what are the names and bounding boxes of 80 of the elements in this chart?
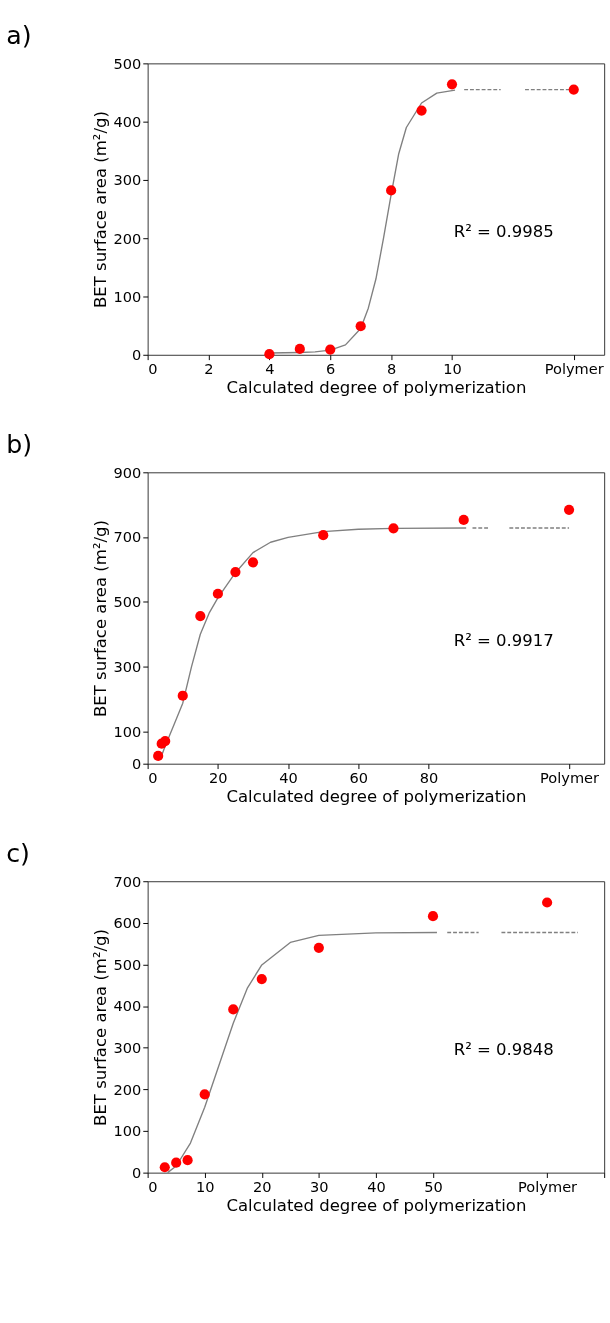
point (228, 1004, 239, 1015)
x-tick-label: 50 (424, 1177, 443, 1195)
y-tick-label: 0 (132, 1163, 142, 1181)
chart-title: c) (6, 838, 30, 868)
point (230, 566, 241, 578)
x-tick-label: 60 (349, 768, 369, 786)
y-axis-title: BET surface area (m²/g) (90, 111, 110, 309)
x-tick-label: 40 (367, 1177, 386, 1195)
point (160, 735, 171, 747)
y-tick-label: 600 (113, 914, 142, 932)
point (563, 504, 575, 515)
point (355, 321, 366, 332)
x-tick-label: 80 (419, 768, 439, 786)
y-tick-label: 200 (113, 1080, 142, 1098)
point (458, 514, 469, 525)
x-tick-label: 40 (279, 768, 298, 786)
x-tick-label: Polymer (518, 1177, 578, 1195)
y-tick-label: 100 (113, 287, 142, 305)
y-tick-label: 200 (113, 229, 142, 247)
x-tick-label: 10 (195, 1177, 215, 1195)
point (446, 79, 458, 90)
point (171, 1157, 182, 1168)
point (159, 1162, 170, 1173)
y-tick-label: 400 (113, 113, 142, 130)
x-tick-label: 20 (209, 768, 228, 786)
x-tick-label: 10 (443, 359, 462, 377)
x-tick-label: 30 (310, 1177, 329, 1195)
y-tick-label: 300 (113, 657, 142, 675)
y-tick-label: 900 (113, 463, 142, 481)
point (153, 750, 164, 762)
annotation: R² = 0.9917 (453, 631, 554, 651)
chart-title: a) (6, 20, 32, 50)
point (182, 1155, 193, 1166)
annotation: R² = 0.9848 (453, 1040, 554, 1060)
x-tick-label: 0 (148, 1177, 158, 1195)
x-tick-label: 20 (253, 1177, 272, 1195)
x-tick-label: 8 (386, 359, 397, 377)
x-axis-title: Calculated degree of polymerization (226, 787, 527, 807)
point (212, 588, 223, 599)
y-tick-label: 100 (113, 1122, 142, 1140)
y-tick-label: 300 (113, 1039, 142, 1057)
y-tick-label: 100 (113, 722, 142, 740)
point (195, 610, 206, 622)
x-axis-title: Calculated degree of polymerization (226, 1196, 527, 1216)
point (199, 1089, 210, 1100)
x-tick-label: 0 (148, 359, 158, 377)
x-tick-label: 6 (326, 359, 336, 377)
point (177, 690, 188, 701)
y-tick-label: 400 (113, 997, 142, 1015)
point (325, 344, 336, 355)
x-tick-label: 0 (148, 768, 158, 786)
x-tick-label: Polymer (540, 768, 600, 786)
y-axis-title: BET surface area (m²/g) (90, 928, 110, 1126)
point (386, 185, 397, 196)
y-tick-label: 500 (113, 955, 142, 973)
point (416, 105, 427, 116)
point (318, 530, 329, 541)
point (388, 523, 399, 534)
annotation: R² = 0.9985 (453, 222, 554, 242)
y-tick-label: 500 (113, 54, 142, 72)
x-tick-label: 4 (265, 359, 275, 377)
x-axis-title: Calculated degree of polymerization (226, 378, 527, 398)
point (427, 911, 439, 922)
x-tick-label: 2 (204, 359, 214, 377)
y-tick-label: 0 (132, 755, 142, 773)
y-tick-label: 700 (113, 528, 142, 546)
point (313, 942, 324, 953)
y-tick-label: 500 (113, 593, 142, 611)
y-tick-label: 700 (113, 872, 142, 890)
chart-title: b) (6, 429, 33, 459)
point (247, 557, 259, 568)
y-axis-title: BET surface area (m²/g) (90, 520, 110, 717)
y-tick-label: 300 (113, 171, 142, 189)
x-tick-label: Polymer (544, 359, 604, 377)
point (264, 349, 275, 360)
y-tick-label: 0 (132, 346, 142, 364)
point (568, 84, 579, 95)
point (256, 973, 267, 985)
point (294, 343, 305, 355)
point (542, 897, 553, 908)
